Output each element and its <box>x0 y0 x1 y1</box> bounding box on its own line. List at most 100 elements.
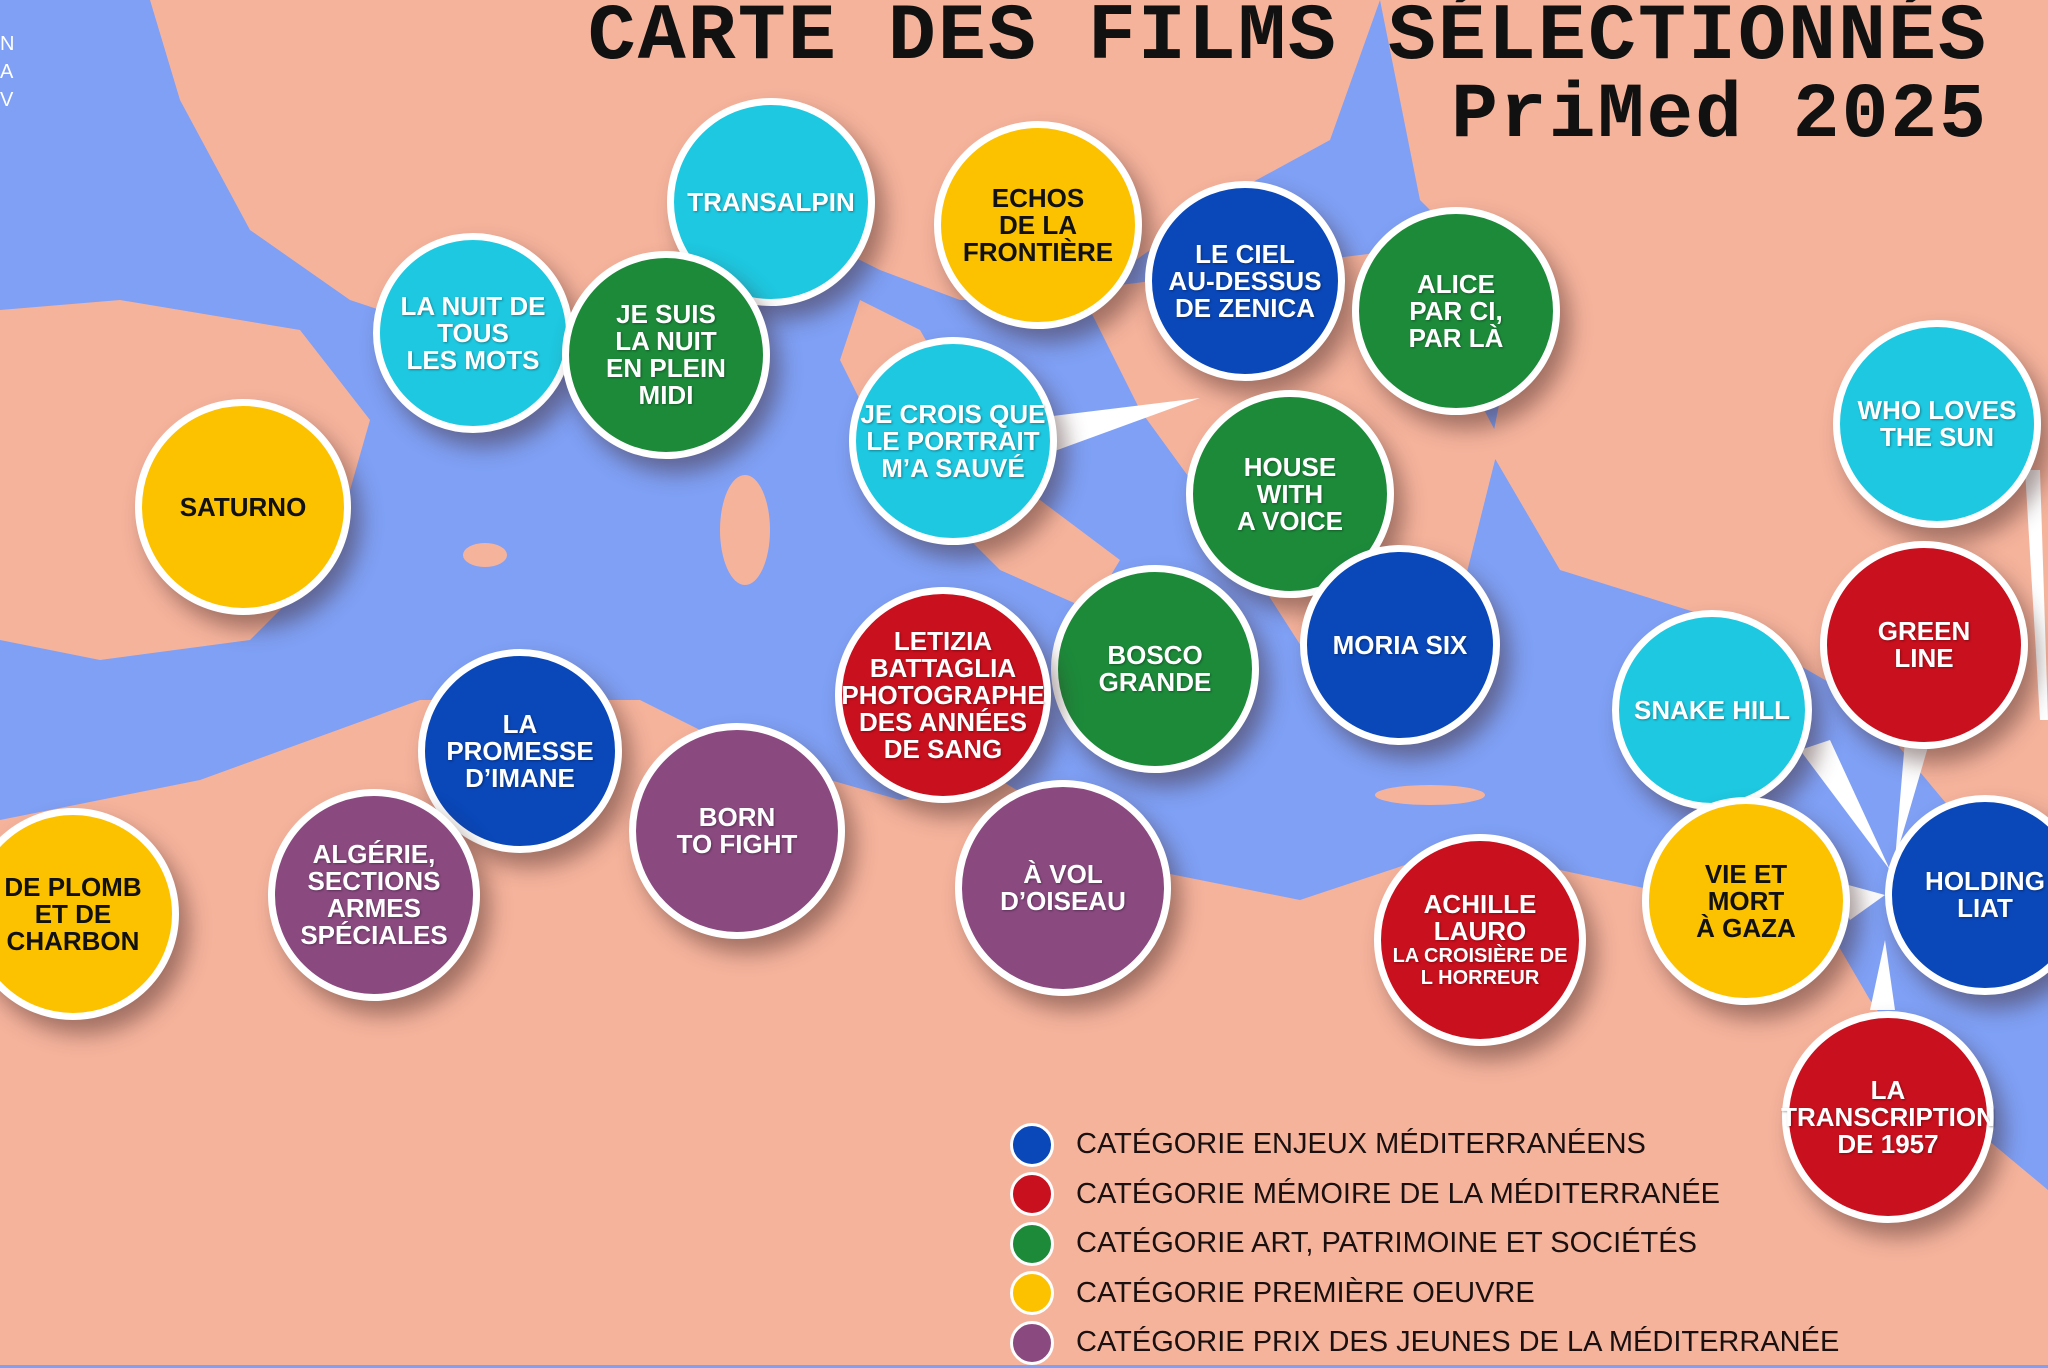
film-bubble[interactable]: MORIA SIX <box>1300 545 1500 745</box>
film-title-line: MORIA SIX <box>1332 629 1468 660</box>
film-title-line: À VOL <box>1023 859 1103 889</box>
film-title-line: AU-DESSUS <box>1168 265 1322 296</box>
film-bubble[interactable]: ACHILLE LAURO LA CROISIÈRE DE L HORREUR <box>1374 834 1586 1046</box>
pointer-transcription <box>1870 940 1895 1010</box>
film-title-line: LAURO <box>1433 916 1527 946</box>
page-subtitle: PriMed 2025 <box>1451 72 1988 160</box>
film-title-line: SATURNO <box>179 491 307 522</box>
film-title-line: DE 1957 <box>1837 1128 1939 1159</box>
film-title-line: PAR CI, <box>1409 295 1503 326</box>
legend-dot <box>1010 1221 1054 1266</box>
pointer-who-loves <box>2025 470 2048 720</box>
film-title-line: A VOICE <box>1237 505 1343 536</box>
film-title-line: SNAKE HILL <box>1634 694 1790 725</box>
logo-letter: A <box>0 61 14 83</box>
film-bubble[interactable]: BOSCO GRANDE <box>1051 565 1259 773</box>
film-bubble[interactable]: SATURNO <box>135 399 351 615</box>
pointer-snake-hill <box>1800 740 1890 870</box>
film-title-line: THE SUN <box>1879 422 1995 452</box>
film-title-line: ARMES <box>327 893 421 923</box>
legend-item-enjeux: CATÉGORIE ENJEUX MÉDITERRANÉENS <box>1010 1120 1839 1170</box>
logo-letter: V <box>0 89 14 111</box>
film-bubble[interactable]: LETIZIA BATTAGLIA PHOTOGRAPHE DES ANNÉES DE … <box>835 587 1051 803</box>
film-title-line: SECTIONS <box>307 866 441 896</box>
film-title-line: LETIZIA <box>893 625 993 656</box>
film-bubble[interactable]: LA NUIT DE TOUS LES MOTS <box>373 233 573 433</box>
film-title-line: DE LA <box>999 209 1077 240</box>
film-title-line: LINE <box>1894 643 1954 673</box>
film-bubble[interactable]: HOLDING LIAT <box>1885 795 2048 995</box>
film-title-line: DE SANG <box>883 733 1003 764</box>
film-title-line: LE PORTRAIT <box>866 425 1040 456</box>
film-title-line: JE CROIS QUE <box>860 398 1046 429</box>
film-title-line: TO FIGHT <box>676 829 798 859</box>
film-title-line: WITH <box>1256 478 1324 509</box>
film-title-line: WHO LOVES <box>1857 395 2017 425</box>
island-crete <box>1375 785 1485 805</box>
film-title-line: PAR LÀ <box>1408 322 1504 353</box>
legend-dot <box>1010 1271 1054 1316</box>
film-title-line: HOUSE <box>1243 451 1337 482</box>
film-title-line: MIDI <box>638 380 694 410</box>
legend-item-art: CATÉGORIE ART, PATRIMOINE ET SOCIÉTÉS <box>1010 1219 1839 1269</box>
film-subtitle-line: L HORREUR <box>1420 967 1540 989</box>
page-title: CARTE DES FILMS SÉLECTIONNÉS <box>587 0 1988 83</box>
film-bubble[interactable]: LE CIEL AU-DESSUS DE ZENICA <box>1145 181 1345 381</box>
film-title-line: LE CIEL <box>1195 238 1295 269</box>
film-title-line: LES MOTS <box>406 344 540 375</box>
film-bubble[interactable]: WHO LOVES THE SUN <box>1833 320 2041 528</box>
film-bubble[interactable]: VIE ET MORT À GAZA <box>1642 797 1850 1005</box>
island-balearic <box>463 543 507 567</box>
legend-dot <box>1010 1122 1054 1167</box>
film-title-line: SPÉCIALES <box>300 920 448 950</box>
film-title-line: TRANSALPIN <box>687 186 855 217</box>
film-bubble[interactable]: SNAKE HILL <box>1612 610 1812 810</box>
film-bubble[interactable]: ALICE PAR CI, PAR LÀ <box>1352 207 1560 415</box>
legend: CATÉGORIE ENJEUX MÉDITERRANÉENS CATÉGORI… <box>1010 1120 1839 1368</box>
film-title-line: LA NUIT DE <box>400 290 546 321</box>
film-bubble[interactable]: BORN TO FIGHT <box>629 723 845 939</box>
island-sardinia <box>720 475 770 585</box>
film-bubble[interactable]: JE CROIS QUE LE PORTRAIT M’A SAUVÉ <box>849 337 1057 545</box>
film-title-line: PHOTOGRAPHE <box>841 679 1045 710</box>
legend-label: CATÉGORIE ART, PATRIMOINE ET SOCIÉTÉS <box>1076 1227 1697 1260</box>
legend-dot <box>1010 1320 1054 1365</box>
legend-item-memoire: CATÉGORIE MÉMOIRE DE LA MÉDITERRANÉE <box>1010 1170 1839 1220</box>
film-title-line: BOSCO <box>1107 640 1203 670</box>
film-bubble[interactable]: ALGÉRIE, SECTIONS ARMES SPÉCIALES <box>268 789 480 1001</box>
film-title-line: LA NUIT <box>615 326 717 356</box>
film-title-line: LA <box>1870 1074 1906 1105</box>
film-title-line: DE PLOMB <box>4 871 142 902</box>
film-title-line: BATTAGLIA <box>869 652 1017 683</box>
legend-label: CATÉGORIE ENJEUX MÉDITERRANÉENS <box>1076 1128 1646 1161</box>
film-bubble[interactable]: ECHOS DE LA FRONTIÈRE <box>934 121 1142 329</box>
legend-item-jeunes: CATÉGORIE PRIX DES JEUNES DE LA MÉDITERR… <box>1010 1318 1839 1368</box>
film-title-line: CHARBON <box>6 925 140 956</box>
film-bubble[interactable]: À VOL D’OISEAU <box>955 780 1171 996</box>
legend-dot <box>1010 1172 1054 1217</box>
film-title-line: LA <box>502 708 538 739</box>
film-bubble[interactable]: GREEN LINE <box>1820 541 2028 749</box>
pointer-portrait <box>1020 398 1200 460</box>
film-title-line: M’A SAUVÉ <box>881 452 1025 483</box>
film-title-line: DES ANNÉES <box>858 706 1028 737</box>
film-title-line: GREEN <box>1877 616 1971 646</box>
legend-label: CATÉGORIE PREMIÈRE OEUVRE <box>1076 1276 1535 1309</box>
film-subtitle-line: LA CROISIÈRE DE <box>1392 945 1568 967</box>
film-bubble[interactable]: LA PROMESSE D’IMANE <box>418 649 622 853</box>
film-title-line: VIE ET <box>1704 858 1788 889</box>
film-title-line: D’OISEAU <box>1000 886 1126 916</box>
film-title-line: ECHOS <box>991 182 1085 213</box>
film-title-line: À GAZA <box>1696 912 1796 943</box>
film-title-line: D’IMANE <box>465 762 575 793</box>
film-bubble[interactable]: LA TRANSCRIPTION DE 1957 <box>1781 1011 1995 1223</box>
legend-label: CATÉGORIE PRIX DES JEUNES DE LA MÉDITERR… <box>1076 1326 1840 1359</box>
film-title-line: DE ZENICA <box>1174 292 1316 323</box>
film-bubble[interactable]: DE PLOMB ET DE CHARBON <box>0 808 179 1020</box>
film-title-line: LIAT <box>1957 893 2013 923</box>
film-title-line: ET DE <box>34 898 112 929</box>
partial-logo: N A V <box>0 30 14 114</box>
film-title-line: EN PLEIN <box>606 353 726 383</box>
film-bubble[interactable]: JE SUIS LA NUIT EN PLEIN MIDI <box>562 251 770 459</box>
land-africa <box>0 700 2048 1365</box>
